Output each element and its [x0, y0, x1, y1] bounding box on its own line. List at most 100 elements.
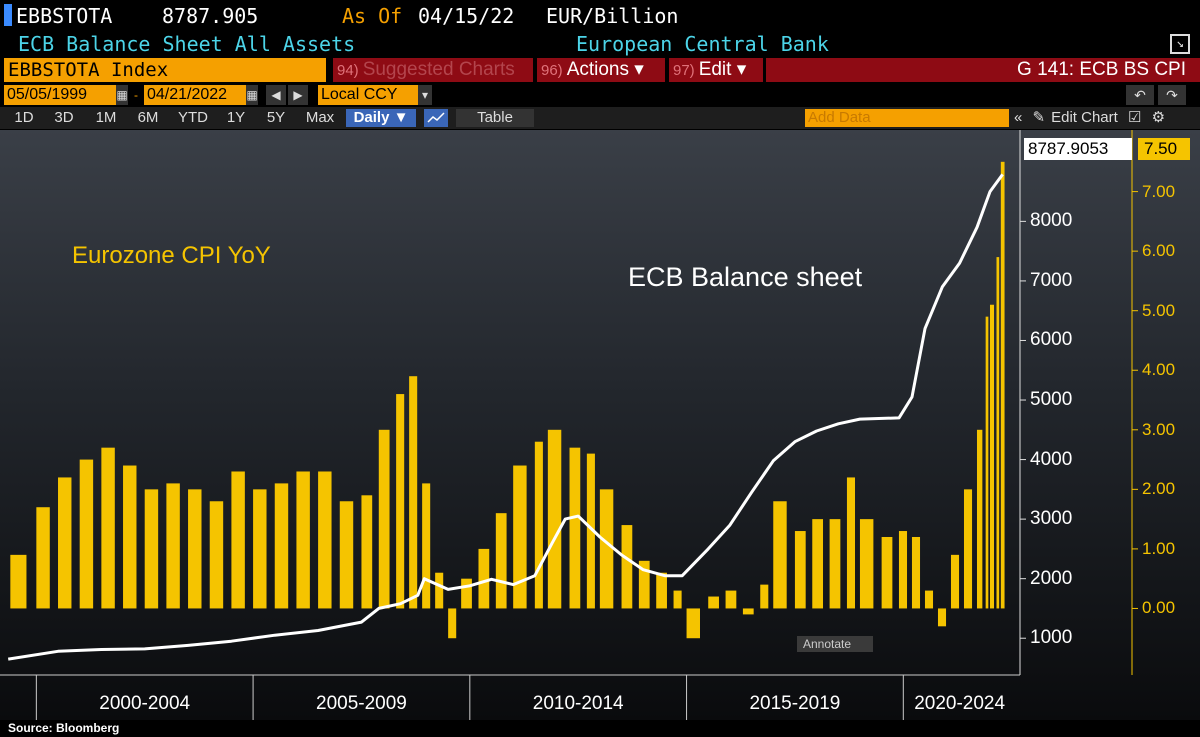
page-code: G 141: ECB BS CPI	[766, 58, 1200, 82]
frequency-select[interactable]: Daily ▼	[346, 109, 416, 127]
cpi-bar	[638, 560, 650, 609]
collapse-icon[interactable]: «	[1014, 109, 1023, 126]
cpi-bar	[422, 483, 431, 609]
cpi-bar	[495, 513, 507, 609]
prev-period-icon[interactable]: ◀	[266, 85, 286, 105]
cpi-bar	[708, 596, 719, 609]
cpi-bar	[478, 548, 490, 609]
cpi-bar	[36, 507, 50, 609]
command-bar: EBBSTOTA Index 94) Suggested Charts 96) Ac…	[0, 58, 1200, 83]
cpi-bar	[144, 489, 159, 609]
cpi-bar	[209, 501, 224, 609]
edit-menu[interactable]: 97) Edit ▾	[669, 58, 763, 82]
cpi-bar	[188, 489, 202, 609]
left-axis-tick: 6000	[1030, 329, 1073, 351]
series-description: ECB Balance Sheet All Assets	[18, 32, 356, 56]
settings-edit-icon[interactable]: ☑	[1127, 109, 1142, 126]
as-of-label: As Of	[342, 4, 403, 28]
add-data-input[interactable]: Add Data	[805, 109, 1009, 127]
left-axis-tick: 3000	[1030, 508, 1073, 530]
undo-icon[interactable]: ↶	[1126, 85, 1154, 105]
start-calendar-icon[interactable]: ▦	[116, 85, 128, 105]
cpi-bar	[996, 257, 1000, 609]
actions-menu[interactable]: 96) Actions ▾	[537, 58, 665, 82]
last-value-tag-left: 8787.9053	[1024, 138, 1132, 160]
line-chart-icon[interactable]	[424, 109, 448, 127]
currency-dropdown-icon[interactable]: ▾	[418, 85, 432, 105]
cpi-bar	[673, 590, 682, 609]
start-date-field[interactable]: 05/05/1999	[4, 85, 116, 105]
ticker-symbol[interactable]: EBBSTOTA	[16, 4, 113, 28]
cpi-bar	[794, 531, 806, 609]
security-field[interactable]: EBBSTOTA Index	[4, 58, 326, 82]
right-axis-tick: 0.00	[1142, 598, 1176, 618]
right-axis-tick: 7.00	[1142, 181, 1176, 201]
cpi-bar	[339, 501, 354, 609]
time-axis-label: 2005-2009	[316, 693, 407, 714]
cpi-bar	[569, 447, 581, 609]
cpi-bar	[686, 608, 700, 639]
last-value-tag-right: 7.50	[1138, 138, 1190, 160]
units-label: EUR/Billion	[546, 4, 679, 28]
right-axis-tick: 2.00	[1142, 479, 1176, 499]
right-axis-tick: 5.00	[1142, 300, 1176, 320]
cpi-bar	[435, 572, 444, 609]
left-axis-tick: 2000	[1030, 567, 1073, 589]
edit-chart-button[interactable]: Edit Chart	[1051, 109, 1118, 126]
cpi-bar	[963, 489, 973, 609]
annotate-button[interactable]: Annotate	[797, 636, 873, 652]
cpi-bar	[461, 578, 472, 609]
cpi-bar	[274, 483, 289, 609]
cpi-bar	[911, 536, 921, 609]
cpi-bar	[937, 608, 947, 627]
export-icon[interactable]: ↘	[1170, 34, 1190, 54]
actions-label: Actions ▾	[566, 59, 644, 80]
edit-label: Edit ▾	[698, 59, 747, 80]
cpi-bar	[296, 471, 310, 609]
date-separator: -	[134, 88, 138, 102]
period-3d[interactable]: 3D	[54, 109, 74, 126]
redo-icon[interactable]: ↷	[1158, 85, 1186, 105]
cpi-bar	[976, 429, 983, 609]
left-axis-tick: 1000	[1030, 627, 1073, 649]
quote-header: EBBSTOTA 8787.905 As Of 04/15/22 EUR/Bil…	[0, 0, 1200, 32]
cpi-bar	[599, 489, 614, 609]
cpi-bar	[881, 536, 893, 609]
chart-area[interactable]: Eurozone CPI YoY ECB Balance sheet Annot…	[0, 130, 1200, 720]
date-range-bar: 05/05/1999 ▦ - 04/21/2022 ▦ ◀ ▶ Local CC…	[0, 85, 1200, 107]
left-axis-tick: 8000	[1030, 210, 1073, 232]
gear-icon[interactable]: ⚙	[1151, 109, 1166, 126]
actions-num: 96)	[541, 62, 563, 79]
cpi-bar	[547, 429, 562, 609]
suggested-num: 94)	[337, 62, 359, 79]
cpi-bar	[760, 584, 769, 609]
period-1d[interactable]: 1D	[14, 109, 34, 126]
end-calendar-icon[interactable]: ▦	[246, 85, 258, 105]
period-5y[interactable]: 5Y	[266, 109, 286, 126]
suggested-charts-menu[interactable]: 94) Suggested Charts	[333, 58, 533, 82]
chart-tools: « ✎ Edit Chart ☑ ⚙	[1014, 107, 1171, 129]
period-ytd[interactable]: YTD	[178, 109, 208, 126]
time-axis-label: 2000-2004	[99, 693, 191, 714]
next-period-icon[interactable]: ▶	[288, 85, 308, 105]
period-max[interactable]: Max	[305, 109, 335, 126]
cpi-bar	[950, 554, 960, 609]
cpi-bar	[586, 453, 595, 609]
cpi-bar	[989, 304, 995, 609]
table-button[interactable]: Table	[456, 109, 534, 127]
source-name: European Central Bank	[576, 32, 829, 56]
cpi-bar	[231, 471, 245, 609]
period-1m[interactable]: 1M	[95, 109, 117, 126]
last-value: 8787.905	[162, 4, 259, 28]
chart-svg	[0, 130, 1138, 720]
cpi-bar	[656, 572, 667, 609]
cpi-bar	[79, 459, 94, 609]
balance-sheet-line	[7, 173, 1004, 661]
cpi-bar	[58, 477, 72, 609]
cpi-bar	[534, 441, 543, 609]
currency-select[interactable]: Local CCY	[318, 85, 418, 105]
end-date-field[interactable]: 04/21/2022	[144, 85, 246, 105]
pencil-icon[interactable]: ✎	[1032, 109, 1046, 126]
period-6m[interactable]: 6M	[137, 109, 159, 126]
period-1y[interactable]: 1Y	[226, 109, 246, 126]
